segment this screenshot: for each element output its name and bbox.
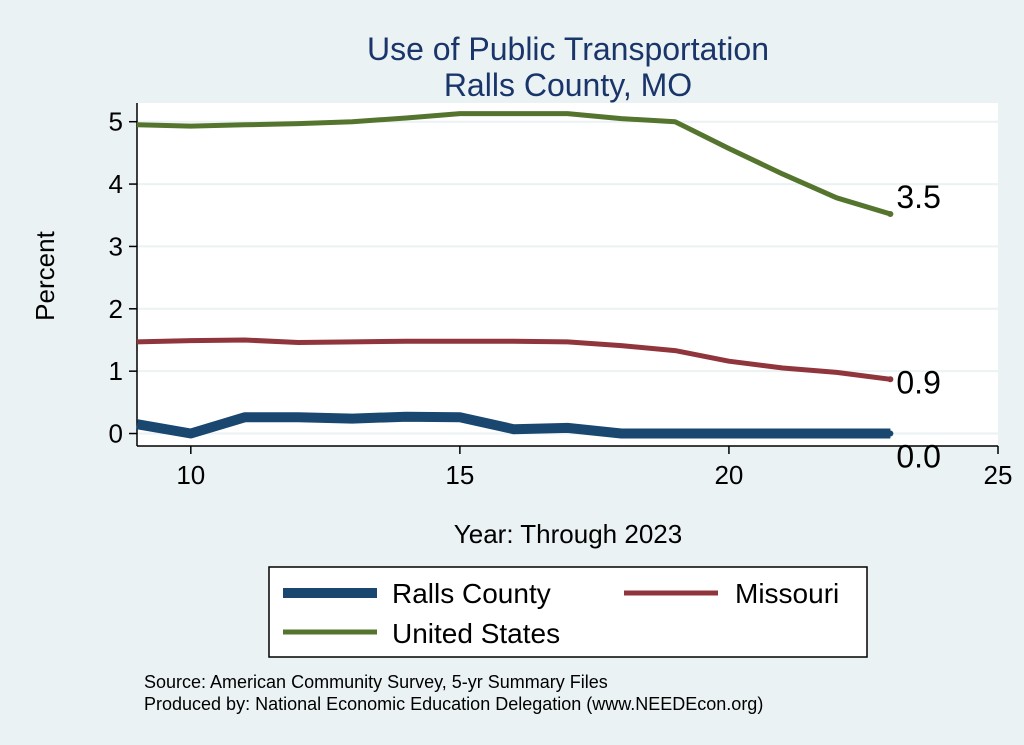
- x-tick-label-15: 15: [445, 460, 474, 490]
- series-line-united-states: [136, 111, 892, 217]
- legend-label-united-states: United States: [392, 618, 560, 649]
- axes: 0 1 2 3 4 5 10 15 20 25: [109, 103, 1013, 490]
- y-tick-label-0: 0: [109, 419, 123, 449]
- end-label-missouri: 0.9: [896, 364, 940, 400]
- series-end-point-ralls-county: [887, 430, 894, 437]
- y-axis-title: Percent: [30, 230, 60, 320]
- chart-title-line-1: Use of Public Transportation: [367, 31, 769, 67]
- end-label-ralls-county: 0.0: [896, 439, 940, 475]
- series-end-point-missouri: [887, 376, 894, 383]
- series-line-missouri: [136, 337, 891, 382]
- end-label-united-states: 3.5: [896, 179, 940, 215]
- x-tick-label-20: 20: [714, 460, 743, 490]
- producer-note: Produced by: National Economic Education…: [144, 694, 763, 714]
- y-tick-label-1: 1: [109, 356, 123, 386]
- source-note: Source: American Community Survey, 5-yr …: [144, 672, 608, 692]
- y-tick-label-5: 5: [109, 107, 123, 137]
- end-labels: 3.5 0.9 0.0: [896, 179, 940, 475]
- plot-area: [137, 103, 998, 446]
- series-lines: [136, 111, 894, 439]
- series-end-point-united-states: [887, 211, 894, 218]
- legend-label-ralls-county: Ralls County: [392, 578, 551, 609]
- y-tick-label-2: 2: [109, 294, 123, 324]
- y-tick-label-3: 3: [109, 231, 123, 261]
- legend-box: [268, 566, 868, 658]
- x-tick-label-10: 10: [176, 460, 205, 490]
- legend: Ralls County Missouri United States: [268, 566, 868, 658]
- chart-title-line-2: Ralls County, MO: [444, 67, 692, 103]
- x-tick-label-25: 25: [984, 460, 1013, 490]
- legend-label-missouri: Missouri: [735, 578, 839, 609]
- y-tick-label-4: 4: [109, 169, 123, 199]
- series-line-ralls-county: [136, 411, 891, 439]
- x-axis-title: Year: Through 2023: [454, 519, 682, 549]
